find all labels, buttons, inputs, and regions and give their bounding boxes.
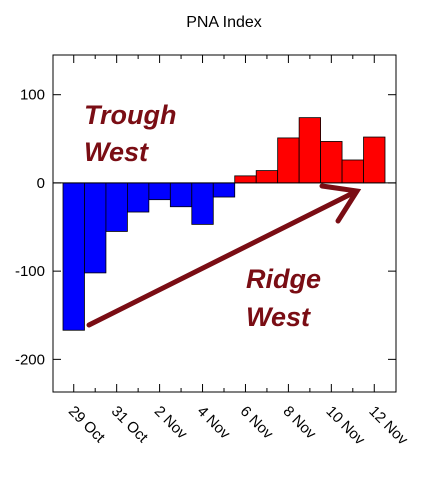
bar: [255, 170, 279, 184]
y-tick-label: 100: [20, 87, 45, 104]
chart-title: PNA Index: [186, 14, 262, 31]
bar: [105, 182, 128, 232]
y-tick-label: 0: [37, 175, 45, 192]
arrow: [86, 183, 362, 328]
y-tick-label: -100: [15, 263, 45, 280]
annotation: West: [84, 137, 149, 167]
bar: [84, 182, 107, 274]
bar: [62, 182, 85, 331]
x-tick-label: 12 Nov: [365, 403, 411, 449]
x-tick-label: 8 Nov: [280, 403, 320, 443]
bar: [320, 141, 343, 184]
bar: [363, 136, 386, 184]
bar: [169, 182, 193, 208]
annotation: Ridge: [246, 264, 321, 294]
bar: [191, 182, 214, 225]
bar: [148, 182, 171, 201]
x-tick-label: 4 Nov: [194, 403, 234, 443]
annotation: West: [246, 302, 311, 332]
bar: [341, 159, 364, 184]
bar: [298, 117, 321, 184]
bar: [234, 175, 257, 184]
bar: [212, 182, 236, 198]
annotation: Trough: [84, 100, 176, 130]
y-tick-label: -200: [15, 351, 45, 368]
x-tick-label: 29 Oct: [65, 403, 109, 447]
bar: [127, 182, 150, 213]
x-tick-label: 6 Nov: [237, 403, 277, 443]
x-tick-label: 31 Oct: [108, 403, 152, 447]
x-tick-label: 2 Nov: [151, 403, 191, 443]
x-tick-label: 10 Nov: [323, 403, 369, 449]
bar: [277, 137, 300, 184]
